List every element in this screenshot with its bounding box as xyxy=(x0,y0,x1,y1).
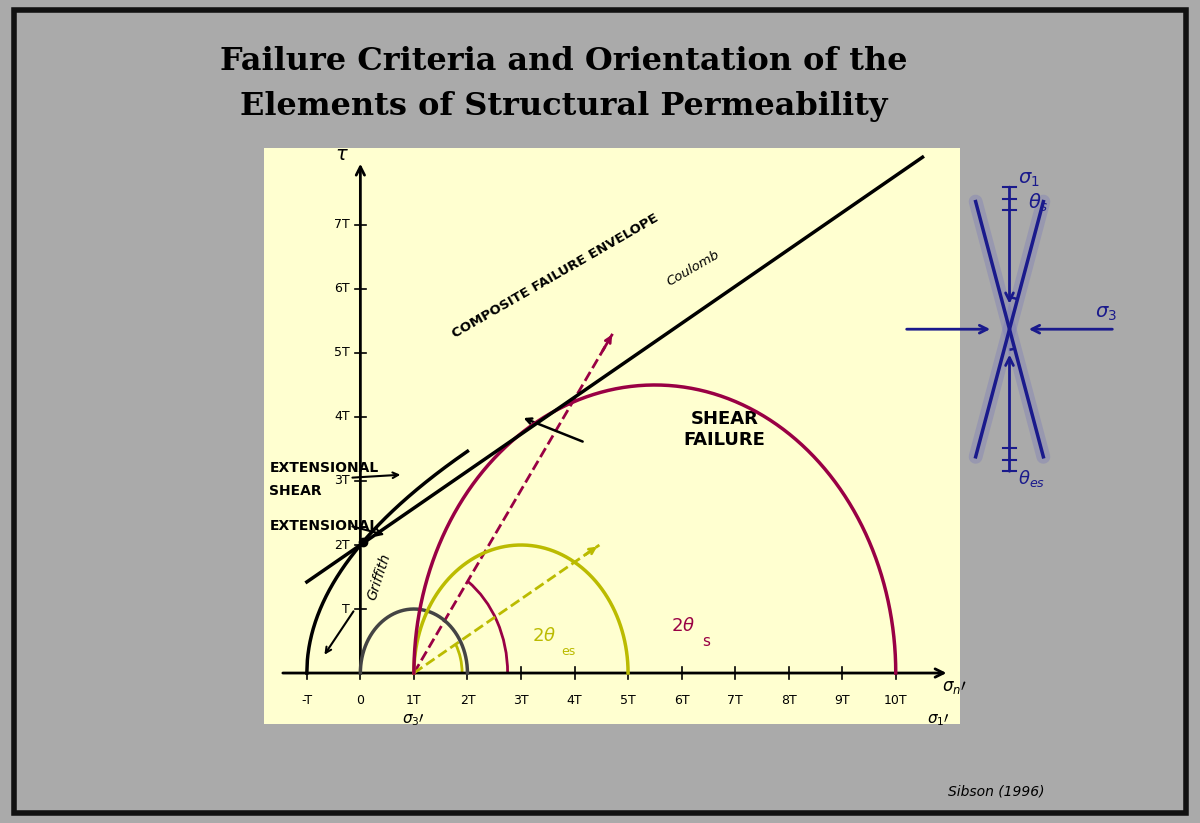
Text: $\sigma_1$: $\sigma_1$ xyxy=(1018,170,1039,189)
Text: 5T: 5T xyxy=(334,346,349,360)
Text: s: s xyxy=(702,635,710,649)
Text: 7T: 7T xyxy=(727,694,743,706)
Text: 6T: 6T xyxy=(334,282,349,295)
Text: $\tau$: $\tau$ xyxy=(335,145,348,164)
Text: $\sigma_3\prime$: $\sigma_3\prime$ xyxy=(402,713,425,728)
Text: Sibson (1996): Sibson (1996) xyxy=(948,784,1044,798)
Text: 4T: 4T xyxy=(566,694,582,706)
Text: 4T: 4T xyxy=(334,411,349,424)
Text: Failure Criteria and Orientation of the: Failure Criteria and Orientation of the xyxy=(221,46,907,77)
Text: 9T: 9T xyxy=(834,694,850,706)
Text: Elements of Structural Permeability: Elements of Structural Permeability xyxy=(240,91,888,123)
Text: Coulomb: Coulomb xyxy=(665,249,721,289)
Text: 1T: 1T xyxy=(406,694,421,706)
Text: $\theta_s$: $\theta_s$ xyxy=(1027,191,1049,214)
Text: $\sigma_1\prime$: $\sigma_1\prime$ xyxy=(928,713,950,728)
Text: SHEAR: SHEAR xyxy=(269,484,322,498)
Text: $\sigma_n\prime$: $\sigma_n\prime$ xyxy=(942,678,967,696)
Text: 0: 0 xyxy=(356,694,365,706)
Text: T: T xyxy=(342,602,349,616)
Text: $2\theta$: $2\theta$ xyxy=(532,627,556,645)
Text: EXTENSIONAL: EXTENSIONAL xyxy=(269,461,379,475)
Text: 2T: 2T xyxy=(460,694,475,706)
Text: 2T: 2T xyxy=(334,538,349,551)
Text: 6T: 6T xyxy=(673,694,690,706)
Text: 8T: 8T xyxy=(781,694,797,706)
Text: COMPOSITE FAILURE ENVELOPE: COMPOSITE FAILURE ENVELOPE xyxy=(450,211,661,340)
Text: $2\theta$: $2\theta$ xyxy=(671,617,695,635)
Text: Griffith: Griffith xyxy=(365,552,392,602)
Text: SHEAR
FAILURE: SHEAR FAILURE xyxy=(684,411,766,449)
Text: 7T: 7T xyxy=(334,218,349,231)
Text: 5T: 5T xyxy=(620,694,636,706)
Text: -T: -T xyxy=(301,694,312,706)
Text: EXTENSIONAL: EXTENSIONAL xyxy=(269,518,379,532)
Text: es: es xyxy=(562,645,575,658)
Text: 10T: 10T xyxy=(884,694,907,706)
Text: $\theta_{es}$: $\theta_{es}$ xyxy=(1018,468,1045,489)
Text: 3T: 3T xyxy=(514,694,529,706)
Text: $\sigma_3$: $\sigma_3$ xyxy=(1096,304,1117,323)
Text: 3T: 3T xyxy=(334,475,349,487)
